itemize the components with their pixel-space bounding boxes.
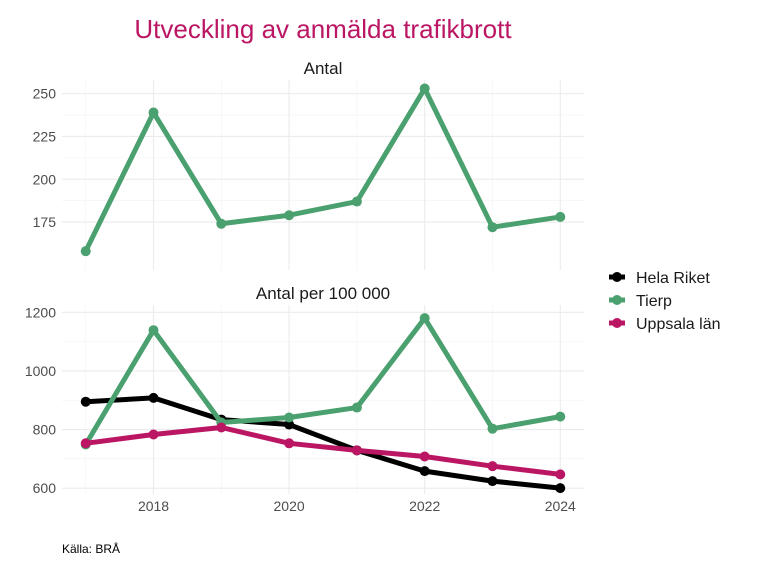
data-point [351, 445, 362, 456]
data-point [487, 476, 498, 487]
data-point [351, 402, 362, 413]
x-axis: 2018 2020 2022 2024 [138, 498, 576, 514]
y-tick-label: 600 [33, 480, 57, 496]
legend-key-point [612, 272, 622, 282]
data-point [148, 325, 159, 336]
data-point [419, 83, 430, 94]
data-point [284, 438, 295, 449]
series-line-uppsala-län [83, 424, 563, 477]
data-point [148, 429, 159, 440]
panel-0: 175 200 225 250 [33, 80, 584, 270]
data-point [487, 461, 498, 472]
legend-label: Uppsala län [636, 316, 721, 333]
legend: Hela Riket Tierp Uppsala län [609, 270, 721, 333]
x-tick-label: 2022 [409, 498, 440, 514]
data-point [216, 218, 227, 229]
series-line-hela-riket [83, 395, 563, 491]
data-point [80, 438, 91, 449]
panel-title-per-100000: Antal per 100 000 [256, 284, 390, 303]
series-line-tierp [83, 86, 563, 254]
x-tick-label: 2018 [138, 498, 169, 514]
y-tick-label: 175 [33, 214, 57, 230]
y-tick-label: 225 [33, 128, 57, 144]
y-tick-label: 1200 [25, 304, 56, 320]
data-point [419, 313, 430, 324]
legend-key-point [612, 295, 622, 305]
data-point [80, 396, 91, 407]
plot-panels: 175 200 225 250 600 800 1000 1200 [25, 80, 584, 496]
panel-1: 600 800 1000 1200 [25, 304, 584, 496]
data-point [284, 419, 295, 430]
legend-label: Tierp [636, 293, 672, 310]
legend-key-point [612, 318, 622, 328]
data-point [555, 211, 566, 222]
data-point [80, 246, 91, 257]
y-tick-label: 800 [33, 422, 57, 438]
data-point [148, 392, 159, 403]
source-caption: Källa: BRÅ [62, 541, 120, 556]
legend-label: Hela Riket [636, 270, 710, 287]
data-point [419, 466, 430, 477]
y-tick-label: 1000 [25, 363, 56, 379]
data-point [555, 469, 566, 480]
data-point [284, 412, 295, 423]
data-point [555, 411, 566, 422]
panel-title-antal: Antal [304, 59, 343, 78]
y-tick-label: 250 [33, 86, 57, 102]
data-point [284, 210, 295, 221]
data-point [351, 196, 362, 207]
data-point [216, 422, 227, 433]
y-tick-label: 200 [33, 171, 57, 187]
data-point [148, 107, 159, 118]
x-tick-label: 2024 [545, 498, 576, 514]
chart-title: Utveckling av anmälda trafikbrott [134, 14, 512, 44]
series-line-tierp [83, 315, 563, 447]
data-point [487, 423, 498, 434]
data-point [487, 222, 498, 233]
data-point [555, 483, 566, 494]
data-point [419, 451, 430, 462]
x-tick-label: 2020 [274, 498, 305, 514]
